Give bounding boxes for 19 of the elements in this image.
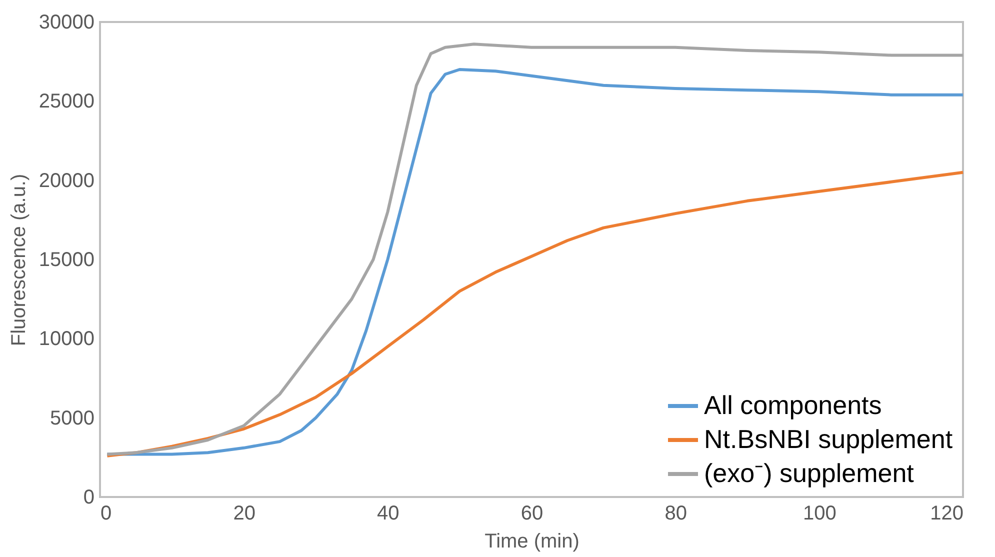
y-tick-label: 30000 [38,12,94,34]
legend-label: Nt.BsNBI supplement [704,424,954,454]
x-tick-label: 60 [520,502,544,524]
x-tick-label: 0 [100,502,112,524]
y-axis-title: Fluorescence (a.u.) [8,174,30,346]
y-tick-label: 20000 [38,170,94,192]
legend-label: All components [704,390,882,420]
y-tick-label: 25000 [38,90,94,113]
x-tick-label: 40 [377,502,400,524]
legend-label: (exo⁻) supplement [704,458,915,488]
x-tick-label: 120 [930,502,964,524]
x-tick-label: 80 [664,502,687,524]
x-tick-label: 100 [802,502,836,524]
y-tick-label: 15000 [38,249,94,271]
y-tick-label: 10000 [38,328,94,350]
x-axis-title: Time (min) [484,530,580,552]
x-tick-label: 20 [233,502,256,524]
y-tick-label: 5000 [50,407,94,430]
y-tick-label: 0 [83,486,94,508]
